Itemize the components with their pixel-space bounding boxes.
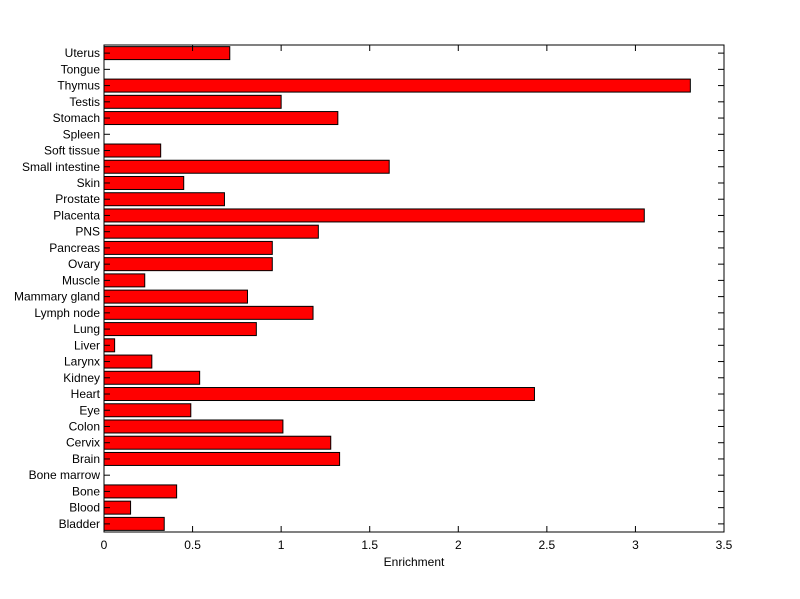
bar-skin <box>103 175 185 190</box>
bar-colon <box>103 419 284 434</box>
x-tick-label: 1.5 <box>361 538 378 552</box>
bar-mammary-gland <box>103 289 248 304</box>
y-tick-label: Ovary <box>68 257 100 271</box>
x-tick-label: 1 <box>278 538 285 552</box>
y-tick-label: Tongue <box>61 62 101 76</box>
bar-ovary <box>103 257 273 272</box>
bar-larynx <box>103 354 153 369</box>
bar-eye <box>103 403 192 418</box>
y-tick-label: Lymph node <box>34 306 100 320</box>
y-tick-label: Placenta <box>53 208 100 222</box>
bar-placenta <box>103 208 645 223</box>
y-tick-label: Colon <box>69 419 100 433</box>
bar-cervix <box>103 435 332 450</box>
y-tick-label: Eye <box>79 403 100 417</box>
y-tick-label: Blood <box>69 501 100 515</box>
y-tick-label: Muscle <box>62 273 100 287</box>
bar-heart <box>103 387 535 402</box>
bar-thymus <box>103 78 691 93</box>
bar-uterus <box>103 46 231 61</box>
y-tick-label: Thymus <box>57 79 100 93</box>
y-tick-label: Brain <box>72 452 100 466</box>
x-tick-label: 3.5 <box>716 538 733 552</box>
y-tick-label: Spleen <box>63 127 100 141</box>
plot-frame <box>103 44 725 533</box>
bar-lung <box>103 322 257 337</box>
bar-prostate <box>103 192 225 207</box>
x-axis-label: Enrichment <box>384 555 445 569</box>
bar-pancreas <box>103 240 273 255</box>
bar-pns <box>103 224 319 239</box>
x-tick-label: 2 <box>455 538 462 552</box>
y-tick-label: Testis <box>69 95 100 109</box>
bar-brain <box>103 451 341 466</box>
y-tick-label: Small intestine <box>22 160 100 174</box>
bar-small-intestine <box>103 159 390 174</box>
bar-bone <box>103 484 178 499</box>
bars-group <box>103 46 691 531</box>
y-tick-label: Kidney <box>63 371 100 385</box>
x-tick-label: 2.5 <box>539 538 556 552</box>
y-tick-label: Lung <box>73 322 100 336</box>
y-tick-label: Cervix <box>66 436 100 450</box>
bar-lymph-node <box>103 305 314 320</box>
labels-group: Bladder Blood Bone Bone marrow Brain Cervix Co… <box>14 46 733 552</box>
y-tick-label: Pancreas <box>49 241 100 255</box>
y-tick-label: Liver <box>74 338 100 352</box>
bar-soft-tissue <box>103 143 162 158</box>
y-tick-label: Prostate <box>55 192 100 206</box>
bar-kidney <box>103 370 201 385</box>
bar-muscle <box>103 273 146 288</box>
y-tick-label: PNS <box>75 225 100 239</box>
bar-stomach <box>103 111 339 126</box>
y-tick-label: Soft tissue <box>44 144 100 158</box>
y-tick-label: Uterus <box>65 46 100 60</box>
y-tick-label: Bladder <box>59 517 100 531</box>
x-tick-label: 3 <box>632 538 639 552</box>
ticks-group <box>103 45 725 532</box>
y-tick-label: Skin <box>77 176 100 190</box>
x-tick-label: 0.5 <box>184 538 201 552</box>
y-tick-label: Bone marrow <box>29 468 101 482</box>
x-tick-label: 0 <box>101 538 108 552</box>
y-tick-label: Bone <box>72 484 100 498</box>
bar-testis <box>103 94 282 109</box>
y-tick-label: Heart <box>71 387 101 401</box>
y-tick-label: Larynx <box>64 355 100 369</box>
y-tick-label: Mammary gland <box>14 290 100 304</box>
bar-bladder <box>103 516 165 531</box>
y-tick-label: Stomach <box>53 111 100 125</box>
